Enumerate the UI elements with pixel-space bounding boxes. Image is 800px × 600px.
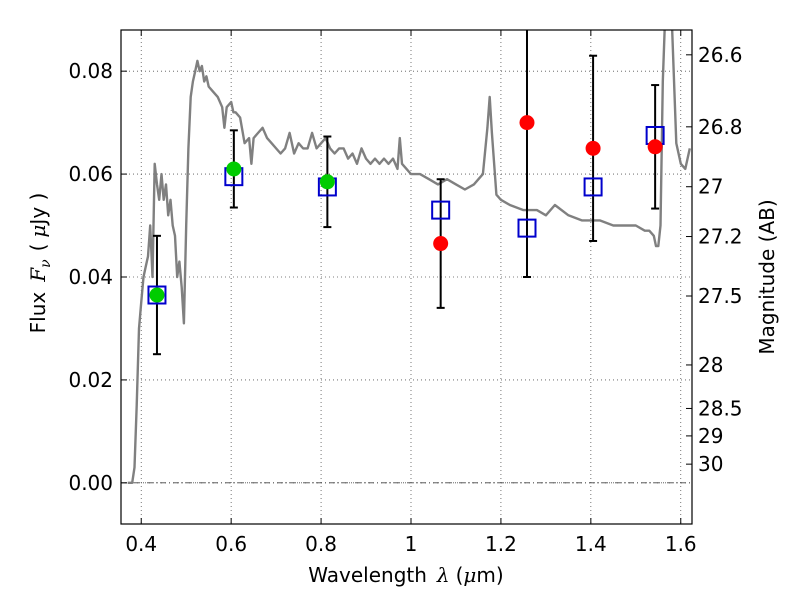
y-tick-label: 0.06 — [68, 162, 113, 186]
y2-tick-label: 26.8 — [698, 115, 743, 139]
y2-tick-label: 27.2 — [698, 225, 743, 249]
y2-tick-label: 26.6 — [698, 43, 743, 67]
model-sed-series — [127, 30, 691, 484]
nondetection-point — [585, 140, 601, 156]
y-axis-label: FluxFν(μJy ) — [26, 193, 54, 334]
y-tick-label: 0.00 — [68, 471, 113, 495]
observed-photometry-series — [149, 115, 663, 303]
detection-point — [149, 287, 165, 303]
y2-tick-label: 30 — [698, 452, 723, 476]
axis-ticks — [121, 30, 692, 524]
nondetection-point — [647, 139, 663, 155]
y2-tick-label: 28 — [698, 353, 723, 377]
y2-tick-label: 27.5 — [698, 284, 743, 308]
x-tick-label: 0.8 — [305, 532, 337, 556]
model-photometry-square — [517, 218, 537, 238]
detection-point — [226, 161, 242, 177]
y2-tick-label: 27 — [698, 175, 723, 199]
x-tick-label: 1.6 — [665, 532, 697, 556]
nondetection-point — [519, 115, 535, 131]
model-photometry-square — [147, 285, 167, 305]
nondetection-point — [433, 236, 449, 252]
y-tick-label: 0.04 — [68, 265, 113, 289]
model-sed-line — [127, 30, 691, 484]
x-tick-label: 0.6 — [215, 532, 247, 556]
x-tick-label: 0.4 — [125, 532, 157, 556]
y-tick-label: 0.08 — [68, 59, 113, 83]
y-tick-label: 0.02 — [68, 368, 113, 392]
y-tick-labels: 0.00 0.02 0.04 0.06 0.08 — [68, 59, 113, 495]
x-tick-label: 1 — [405, 532, 418, 556]
x-tick-labels: 0.4 0.6 0.8 1 1.2 1.4 1.6 — [125, 532, 696, 556]
y2-tick-label: 28.5 — [698, 396, 743, 420]
x-axis-label: Wavelength λ (μm) — [308, 563, 503, 587]
x-tick-label: 1.2 — [485, 532, 517, 556]
detection-point — [319, 174, 335, 190]
y2-tick-label: 29 — [698, 424, 723, 448]
y2-tick-labels: 26.6 26.8 27 27.2 27.5 28 28.5 29 30 — [698, 43, 743, 476]
model-photometry-square — [583, 177, 603, 197]
x-tick-label: 1.4 — [575, 532, 607, 556]
y2-axis-label: Magnitude (AB) — [755, 199, 779, 354]
model-photometry-square — [431, 200, 451, 220]
